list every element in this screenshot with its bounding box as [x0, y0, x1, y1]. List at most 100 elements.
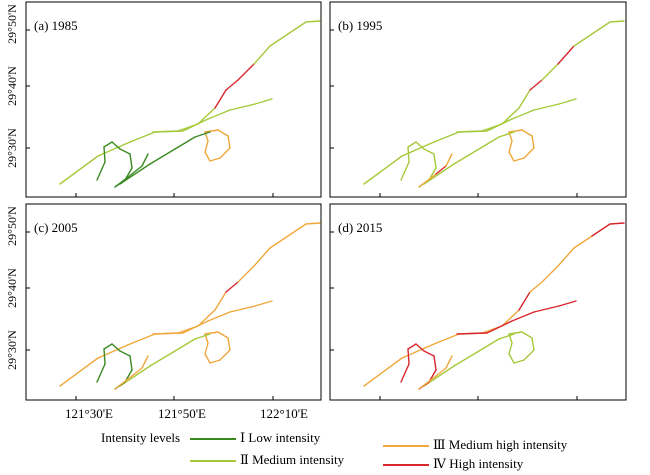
- coastline-segment: [513, 157, 525, 162]
- coastline-segment: [508, 151, 515, 162]
- coastline-segment: [518, 291, 531, 311]
- coastline-segment: [305, 222, 321, 225]
- legend-item-low: Ⅰ Low intensity: [190, 430, 320, 446]
- coastline-segment: [533, 103, 560, 111]
- coastline: [363, 222, 625, 390]
- coastline-segment: [237, 265, 255, 283]
- coastline-segment: [433, 153, 437, 169]
- coastline-segment: [456, 332, 488, 335]
- coastline-segment: [149, 148, 176, 165]
- y-tick-label: 29°50'N: [5, 4, 19, 44]
- y-tick-label: 29°30'N: [5, 128, 19, 168]
- coastline-segment: [253, 247, 271, 267]
- legend-swatch-medium: [190, 460, 236, 463]
- coastline-segment: [433, 333, 460, 345]
- coastline-segment: [152, 130, 184, 133]
- coastline-segment: [363, 357, 403, 387]
- coastline-segment: [531, 135, 535, 149]
- coastline-segment: [558, 98, 577, 105]
- coastline-segment: [521, 129, 533, 137]
- panel-label: (b) 1995: [338, 18, 382, 33]
- coastline-segment: [103, 141, 113, 148]
- coastline-segment: [174, 136, 196, 150]
- coastline-segment: [214, 291, 227, 311]
- coastline-segment: [418, 375, 437, 390]
- coastline-segment: [591, 21, 611, 35]
- panel-label: (c) 2005: [34, 220, 78, 235]
- coastline-segment: [407, 343, 417, 350]
- coastline-segment: [521, 331, 533, 339]
- coastline-segment: [254, 98, 273, 105]
- x-tick-label: 121°30'E: [65, 406, 113, 421]
- coastline-segment: [511, 311, 535, 322]
- coastline-segment: [418, 173, 437, 188]
- coastline-segment: [103, 348, 106, 365]
- coastline-segment: [96, 363, 106, 383]
- coastline-segment: [305, 20, 321, 23]
- coastline-segment: [129, 333, 156, 345]
- panel-label: (a) 1985: [34, 18, 78, 33]
- coastline-segment: [152, 332, 184, 335]
- legend-item-high: Ⅳ High intensity: [383, 456, 523, 472]
- coastline-segment: [174, 338, 196, 352]
- coastline-segment: [225, 281, 239, 293]
- coastline-segment: [523, 147, 535, 159]
- coastline-segment: [254, 300, 273, 307]
- coastline-segment: [59, 155, 99, 185]
- coastline-segment: [453, 350, 480, 367]
- coastline-segment: [287, 223, 307, 237]
- coastline-segment: [269, 235, 289, 249]
- coastline-segment: [229, 103, 256, 111]
- coastline-segment: [97, 141, 131, 157]
- coastline-segment: [400, 363, 410, 383]
- coastline-segment: [573, 33, 593, 47]
- coastline-segment: [498, 333, 515, 340]
- coastline-segment: [204, 331, 219, 335]
- coastline-segment: [214, 89, 227, 109]
- coastline-segment: [207, 109, 231, 120]
- coastline-segment: [445, 153, 453, 167]
- x-tick-label: 121°50'E: [158, 406, 206, 421]
- coastline-segment: [541, 265, 559, 283]
- coastline-segment: [217, 331, 229, 339]
- coastline-segment: [423, 148, 435, 155]
- coastline-segment: [229, 305, 256, 313]
- coastline-segment: [558, 300, 577, 307]
- coastline-segment: [209, 157, 221, 162]
- coastline-segment: [119, 350, 131, 357]
- coastline-segment: [609, 222, 625, 225]
- coastline-segment: [204, 129, 219, 133]
- coastline-segment: [204, 342, 209, 355]
- coastline-segment: [508, 353, 515, 364]
- coastline-segment: [204, 151, 211, 162]
- coastline-segment: [445, 355, 453, 369]
- coastline-segment: [131, 165, 143, 175]
- y-tick-label: 29°30'N: [5, 330, 19, 370]
- coastline-segment: [129, 153, 133, 169]
- legend-label-high: Ⅳ High intensity: [433, 456, 524, 471]
- coastline-segment: [541, 63, 559, 81]
- coastline-segment: [407, 141, 417, 148]
- coastline-segment: [182, 320, 209, 334]
- legend-swatch-medium-high: [383, 445, 429, 448]
- coastline-segment: [225, 79, 239, 91]
- panel-label: (d) 2015: [338, 220, 382, 235]
- coastline-segment: [501, 107, 520, 125]
- coastline-segment: [253, 45, 271, 65]
- coastline-segment: [478, 338, 500, 352]
- legend-swatch-high: [383, 464, 429, 467]
- coastline-segment: [103, 146, 106, 163]
- legend-swatch-low: [190, 438, 236, 441]
- coastline: [59, 20, 321, 188]
- coastline-segment: [129, 355, 133, 371]
- coastline-segment: [513, 359, 525, 364]
- coastline-segment: [363, 155, 403, 185]
- coastline-segment: [407, 146, 410, 163]
- coastline-segment: [435, 165, 447, 175]
- coastline-segment: [111, 141, 121, 150]
- coastline-segment: [453, 148, 480, 165]
- legend-item-medium: Ⅱ Medium intensity: [190, 452, 344, 468]
- coastline-segment: [194, 333, 211, 340]
- coastline-segment: [456, 130, 488, 133]
- coastline-segment: [119, 148, 131, 155]
